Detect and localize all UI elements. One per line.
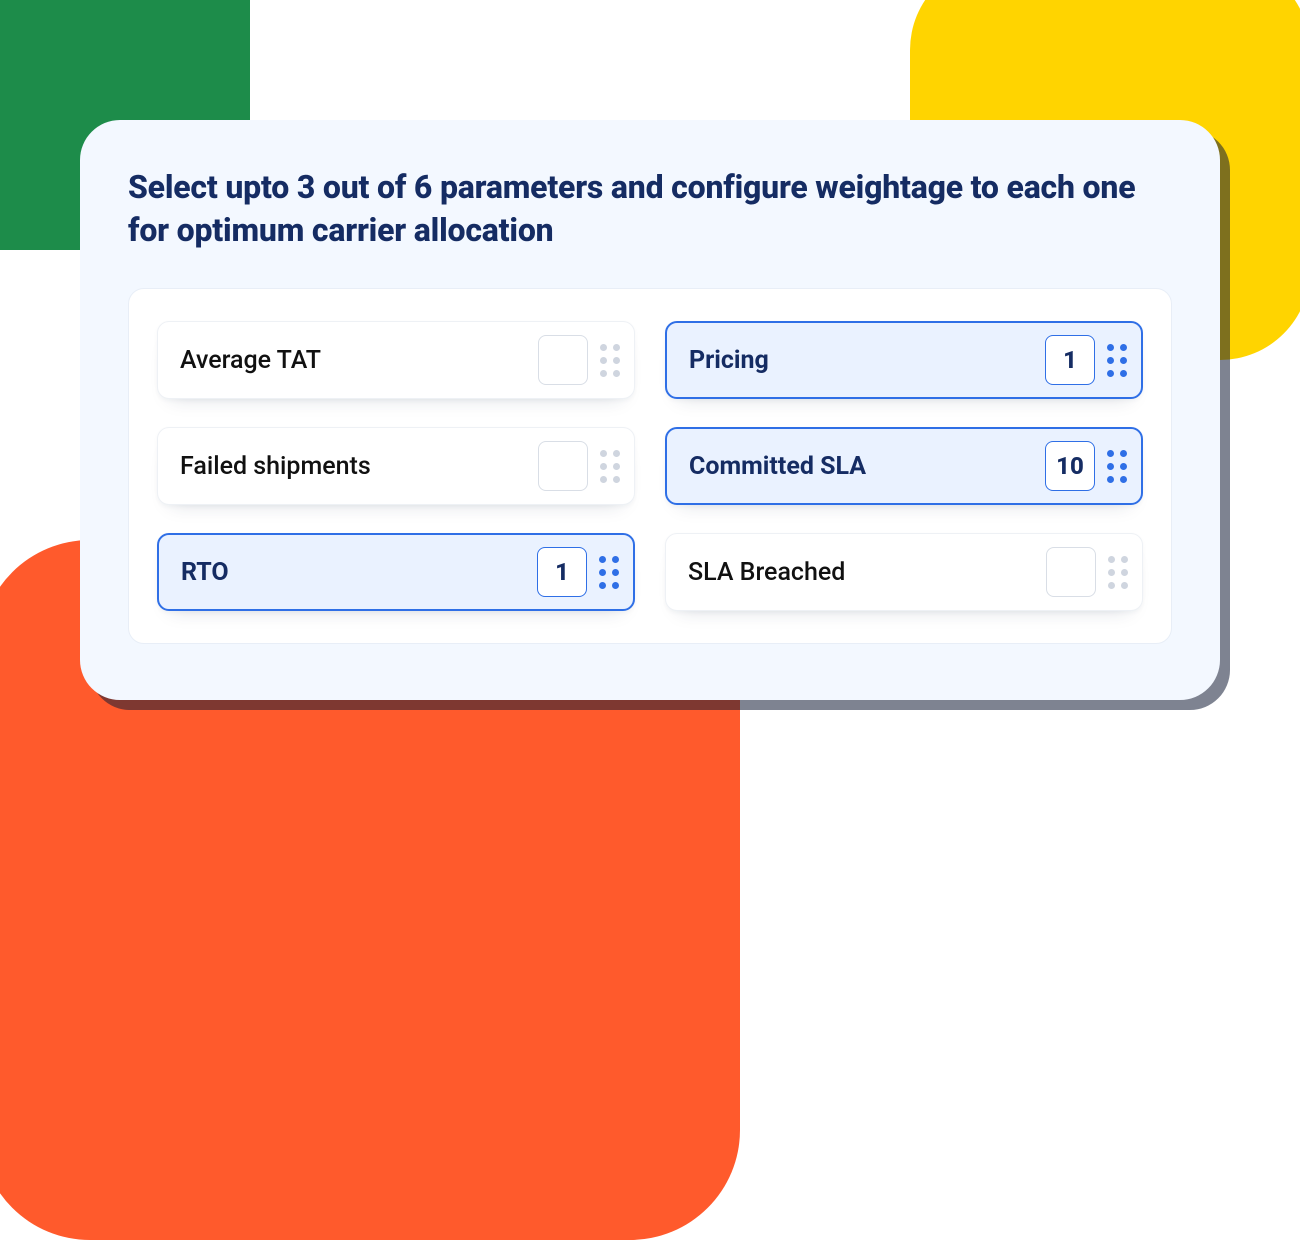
config-panel: Select upto 3 out of 6 parameters and co… <box>80 120 1220 700</box>
parameters-container: Average TATPricing1Failed shipmentsCommi… <box>128 288 1172 644</box>
param-card-failed-shipments[interactable]: Failed shipments <box>157 427 635 505</box>
param-label: RTO <box>181 558 537 587</box>
param-value-input[interactable]: 10 <box>1045 441 1095 491</box>
param-label: Pricing <box>689 346 1045 375</box>
drag-handle-icon[interactable] <box>1107 450 1127 483</box>
drag-handle-icon[interactable] <box>1107 344 1127 377</box>
param-label: Average TAT <box>180 346 538 375</box>
drag-handle-icon[interactable] <box>599 556 619 589</box>
param-label: Failed shipments <box>180 452 538 481</box>
param-label: SLA Breached <box>688 558 1046 587</box>
param-value-input[interactable] <box>538 335 588 385</box>
param-value-input[interactable]: 1 <box>1045 335 1095 385</box>
drag-handle-icon[interactable] <box>1108 556 1128 589</box>
param-card-sla-breached[interactable]: SLA Breached <box>665 533 1143 611</box>
param-value-input[interactable] <box>1046 547 1096 597</box>
drag-handle-icon[interactable] <box>600 344 620 377</box>
drag-handle-icon[interactable] <box>600 450 620 483</box>
param-value-input[interactable] <box>538 441 588 491</box>
param-value-input[interactable]: 1 <box>537 547 587 597</box>
param-card-average-tat[interactable]: Average TAT <box>157 321 635 399</box>
panel-title: Select upto 3 out of 6 parameters and co… <box>128 166 1172 252</box>
param-card-pricing[interactable]: Pricing1 <box>665 321 1143 399</box>
param-card-rto[interactable]: RTO1 <box>157 533 635 611</box>
parameters-grid: Average TATPricing1Failed shipmentsCommi… <box>157 321 1143 611</box>
param-card-committed-sla[interactable]: Committed SLA10 <box>665 427 1143 505</box>
param-label: Committed SLA <box>689 452 1045 481</box>
